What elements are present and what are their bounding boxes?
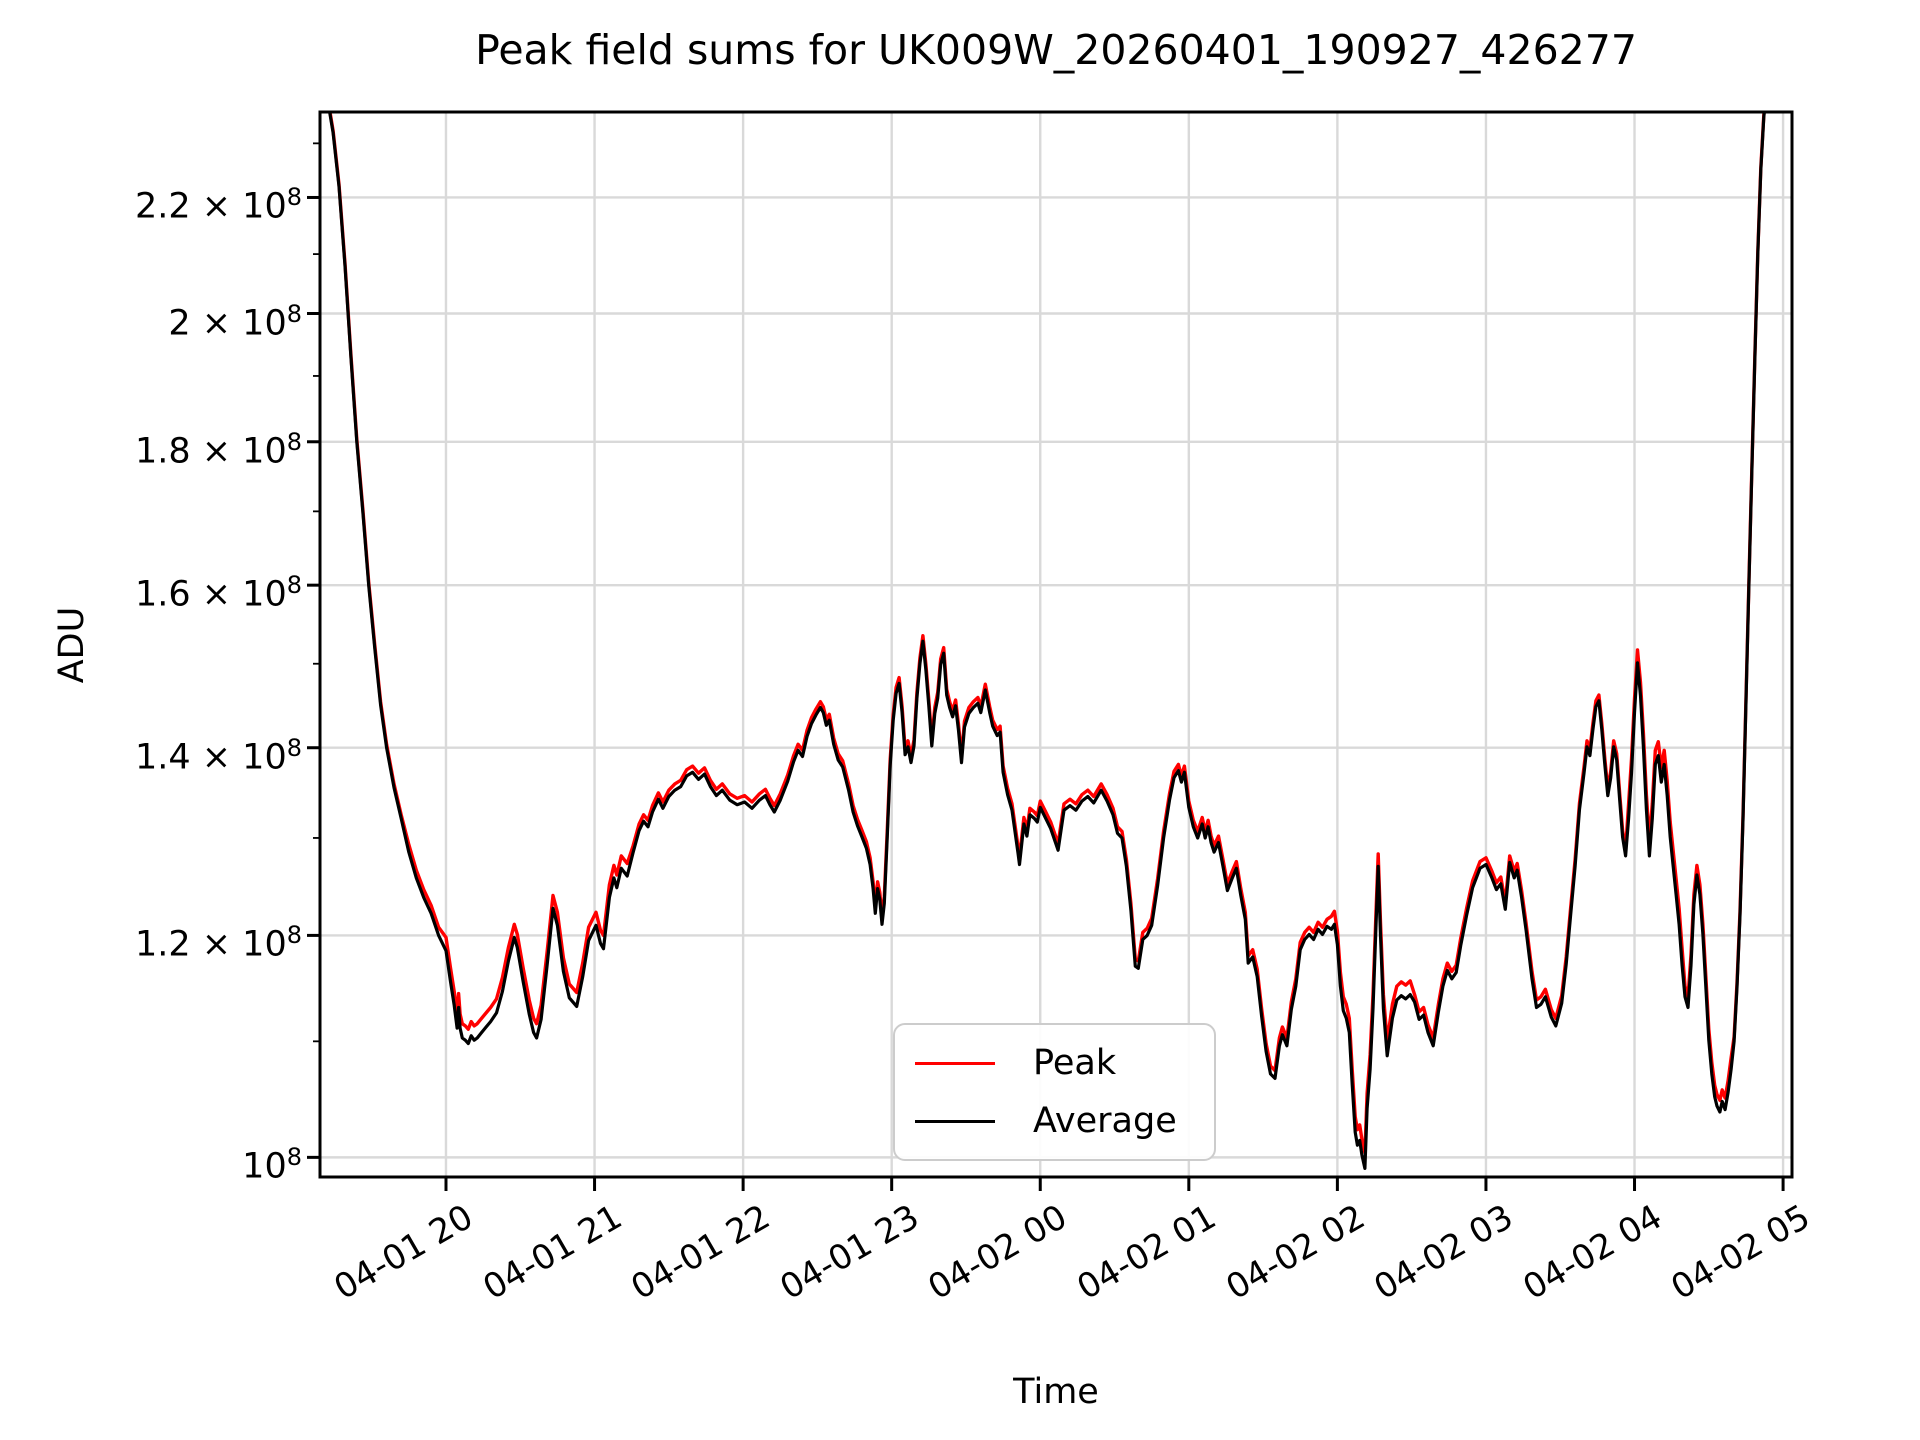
legend-entry-peak: Peak [895,1043,1214,1083]
y-tick-label: 1.8 × 108 [134,427,302,472]
chart-title: Peak field sums for UK009W_20260401_1909… [475,26,1637,74]
y-tick-label: 1.4 × 108 [134,733,302,778]
y-tick-label: 1.2 × 108 [134,921,302,966]
tick-marks [307,142,1785,1191]
y-tick-label: 1.6 × 108 [134,571,302,615]
average-line-swatch [915,1119,995,1123]
legend-entry-average: Average [895,1101,1214,1141]
series-peak-line [328,112,1766,1155]
series-average-line [328,112,1766,1171]
legend-label-peak: Peak [1033,1043,1117,1083]
y-tick-label: 2.2 × 108 [134,183,302,228]
y-tick-label: 2 × 108 [168,299,302,344]
axes-spines [318,110,1794,1179]
legend-label-average: Average [1033,1101,1177,1141]
peak-line-swatch [915,1061,995,1065]
legend: Peak Average [893,1023,1216,1161]
x-axis-label: Time [1013,1372,1099,1412]
y-axis-label: ADU [52,606,92,684]
y-tick-label: 108 [242,1143,302,1188]
